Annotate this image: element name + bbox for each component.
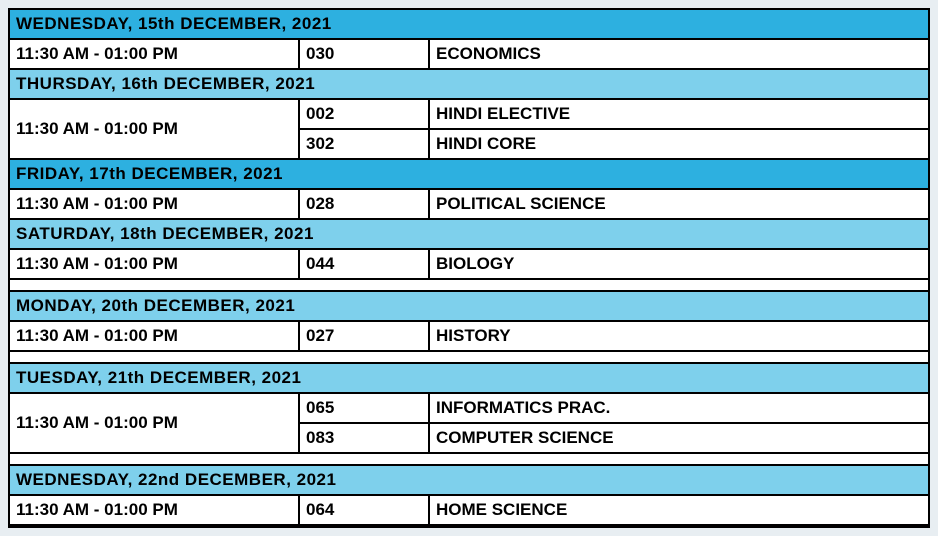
subject-row: 002HINDI ELECTIVE: [300, 100, 928, 130]
subject-row: 028POLITICAL SCIENCE: [300, 190, 928, 218]
subject-name: HINDI CORE: [430, 130, 928, 158]
schedule-row: 11:30 AM - 01:00 PM065INFORMATICS PRAC.0…: [10, 394, 928, 452]
subject-row: 030ECONOMICS: [300, 40, 928, 68]
schedule-row: 11:30 AM - 01:00 PM030ECONOMICS: [10, 40, 928, 68]
subjects-container: 044BIOLOGY: [300, 250, 928, 278]
subject-row: 027HISTORY: [300, 322, 928, 350]
schedule-row: 11:30 AM - 01:00 PM028POLITICAL SCIENCE: [10, 190, 928, 218]
time-cell: 11:30 AM - 01:00 PM: [10, 100, 300, 158]
subject-name: HINDI ELECTIVE: [430, 100, 928, 128]
time-cell: 11:30 AM - 01:00 PM: [10, 40, 300, 68]
schedule-row: 11:30 AM - 01:00 PM064HOME SCIENCE: [10, 496, 928, 524]
subject-code: 302: [300, 130, 430, 158]
subject-row: 083COMPUTER SCIENCE: [300, 424, 928, 452]
time-cell: 11:30 AM - 01:00 PM: [10, 496, 300, 524]
subject-name: POLITICAL SCIENCE: [430, 190, 928, 218]
subject-row: 065INFORMATICS PRAC.: [300, 394, 928, 424]
subject-name: ECONOMICS: [430, 40, 928, 68]
subjects-container: 064HOME SCIENCE: [300, 496, 928, 524]
subject-code: 083: [300, 424, 430, 452]
subject-code: 002: [300, 100, 430, 128]
schedule-row: 11:30 AM - 01:00 PM002HINDI ELECTIVE302H…: [10, 100, 928, 158]
day-block: THURSDAY, 16th DECEMBER, 202111:30 AM - …: [10, 70, 928, 160]
subjects-container: 030ECONOMICS: [300, 40, 928, 68]
subject-row: 064HOME SCIENCE: [300, 496, 928, 524]
subject-name: BIOLOGY: [430, 250, 928, 278]
subject-code: 065: [300, 394, 430, 422]
subject-row: 302HINDI CORE: [300, 130, 928, 158]
subject-name: INFORMATICS PRAC.: [430, 394, 928, 422]
subject-name: COMPUTER SCIENCE: [430, 424, 928, 452]
subjects-container: 065INFORMATICS PRAC.083COMPUTER SCIENCE: [300, 394, 928, 452]
exam-schedule-table: WEDNESDAY, 15th DECEMBER, 202111:30 AM -…: [8, 8, 930, 528]
subject-name: HISTORY: [430, 322, 928, 350]
time-cell: 11:30 AM - 01:00 PM: [10, 250, 300, 278]
schedule-row: 11:30 AM - 01:00 PM027HISTORY: [10, 322, 928, 350]
day-header: TUESDAY, 21th DECEMBER, 2021: [10, 364, 928, 394]
time-cell: 11:30 AM - 01:00 PM: [10, 394, 300, 452]
subjects-container: 002HINDI ELECTIVE302HINDI CORE: [300, 100, 928, 158]
day-block: WEDNESDAY, 15th DECEMBER, 202111:30 AM -…: [10, 10, 928, 70]
day-header: THURSDAY, 16th DECEMBER, 2021: [10, 70, 928, 100]
subject-code: 030: [300, 40, 430, 68]
subject-name: HOME SCIENCE: [430, 496, 928, 524]
day-block: FRIDAY, 17th DECEMBER, 202111:30 AM - 01…: [10, 160, 928, 220]
day-header: SATURDAY, 18th DECEMBER, 2021: [10, 220, 928, 250]
day-header: WEDNESDAY, 22nd DECEMBER, 2021: [10, 466, 928, 496]
subject-code: 028: [300, 190, 430, 218]
schedule-row: 11:30 AM - 01:00 PM044BIOLOGY: [10, 250, 928, 278]
time-cell: 11:30 AM - 01:00 PM: [10, 190, 300, 218]
subject-code: 027: [300, 322, 430, 350]
day-block: WEDNESDAY, 22nd DECEMBER, 202111:30 AM -…: [10, 464, 928, 526]
day-header: MONDAY, 20th DECEMBER, 2021: [10, 292, 928, 322]
time-cell: 11:30 AM - 01:00 PM: [10, 322, 300, 350]
day-header: FRIDAY, 17th DECEMBER, 2021: [10, 160, 928, 190]
subject-code: 044: [300, 250, 430, 278]
day-header: WEDNESDAY, 15th DECEMBER, 2021: [10, 10, 928, 40]
subject-row: 044BIOLOGY: [300, 250, 928, 278]
subject-code: 064: [300, 496, 430, 524]
day-block: MONDAY, 20th DECEMBER, 202111:30 AM - 01…: [10, 290, 928, 352]
subjects-container: 028POLITICAL SCIENCE: [300, 190, 928, 218]
subjects-container: 027HISTORY: [300, 322, 928, 350]
day-block: SATURDAY, 18th DECEMBER, 202111:30 AM - …: [10, 220, 928, 280]
day-block: TUESDAY, 21th DECEMBER, 202111:30 AM - 0…: [10, 362, 928, 454]
